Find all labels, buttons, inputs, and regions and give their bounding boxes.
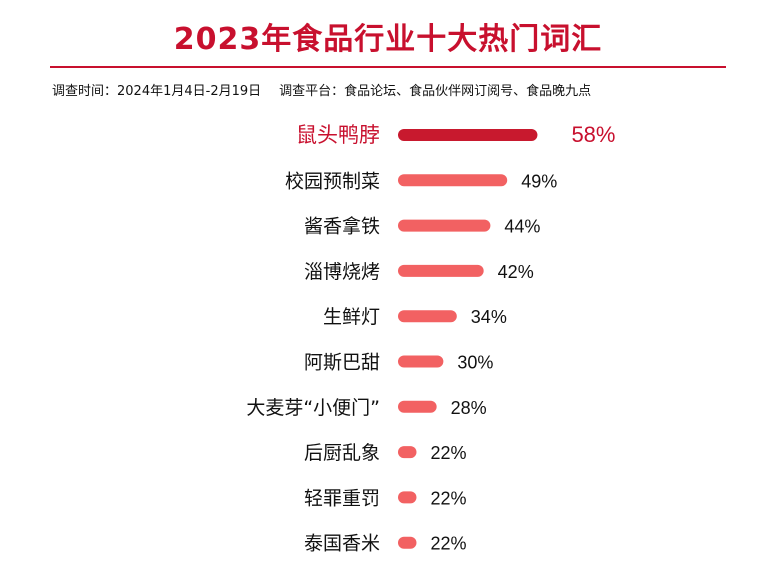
value-label: 58% (571, 122, 615, 147)
bar (398, 310, 457, 323)
value-label: 28% (451, 398, 487, 418)
value-label: 30% (457, 353, 493, 373)
survey-platform-label: 调查平台： (279, 84, 345, 99)
category-label: 大麦芽“小便门” (246, 397, 380, 419)
survey-platform: 食品论坛、食品伙伴网订阅号、食品晚九点 (344, 84, 592, 99)
category-label: 酱香拿铁 (304, 215, 380, 238)
bar (398, 355, 444, 368)
bar (398, 491, 417, 504)
category-label: 校园预制菜 (285, 170, 380, 192)
chart-title: 2023年食品行业十大热门词汇 (173, 22, 603, 57)
bar (398, 536, 417, 549)
bar (398, 264, 484, 277)
survey-info: 调查时间：2024年1月4日-2月19日 调查平台：食品论坛、食品伙伴网订阅号、食… (52, 80, 752, 99)
category-label: 泰国香米 (304, 533, 380, 555)
bar (398, 400, 437, 413)
value-label: 22% (430, 443, 466, 463)
category-label: 鼠头鸭脖 (296, 123, 380, 147)
value-label: 22% (430, 534, 466, 554)
value-label: 44% (504, 217, 540, 237)
bar (398, 174, 508, 187)
survey-time-label: 调查时间： (52, 84, 118, 99)
value-label: 49% (521, 171, 557, 191)
survey-time: 2024年1月4日-2月19日 (117, 84, 262, 99)
category-label: 轻罪重罚 (304, 487, 380, 509)
value-label: 34% (471, 307, 507, 327)
title-divider (50, 66, 726, 68)
bar (398, 219, 491, 232)
category-label: 生鲜灯 (323, 306, 380, 328)
value-label: 22% (430, 488, 466, 508)
category-label: 后厨乱象 (304, 442, 380, 464)
category-label: 淄博烧烤 (304, 261, 380, 283)
bar (398, 446, 417, 459)
bar (398, 129, 538, 141)
category-label: 阿斯巴甜 (304, 352, 380, 374)
value-label: 42% (498, 262, 534, 282)
